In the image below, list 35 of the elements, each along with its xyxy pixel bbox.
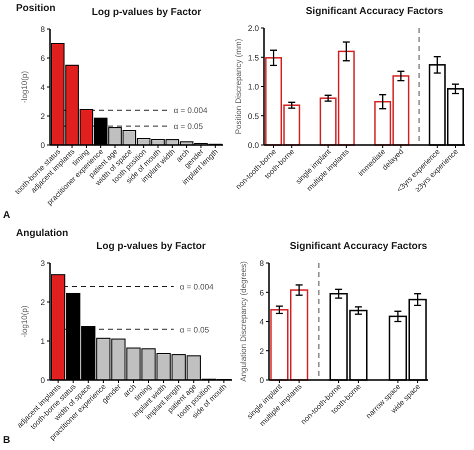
y-axis-title: -log10(p) [20,70,29,104]
annotation: α = 0.05 [174,122,204,132]
y-axis-title: Angulation Discrepancy (degrees) [239,260,248,382]
annotation: α = 0.004 [180,282,214,292]
annotation: α = 0.05 [180,325,210,334]
y-tick-label: 0.0 [248,141,260,150]
y-tick-label: 2.0 [248,24,260,33]
y-tick-label: 0 [260,376,265,385]
chart-title: Significant Accuracy Factors [306,6,444,17]
y-axis-title: -log10(p) [20,305,29,338]
chart-title: Log p-values by Factor [96,241,206,252]
y-tick-label: 0 [40,141,46,150]
y-tick-label: 8 [40,25,46,34]
y-tick-label: 4 [40,83,46,92]
y-tick-label: 1.5 [248,53,260,62]
y-tick-label: 0.5 [248,112,260,121]
annotation: α = 0.004 [174,106,208,116]
y-tick-label: 6 [260,288,265,298]
text: Position [16,3,56,14]
chart-title: Significant Accuracy Factors [290,241,428,252]
text: B [3,435,10,446]
y-axis-title: Position Discrepancy (mm) [234,38,243,134]
y-tick-label: 0 [40,376,46,385]
y-tick-label: 3 [40,259,46,268]
y-tick-label: 4 [260,318,265,326]
text: A [3,210,10,221]
y-tick-label: 8 [260,259,265,268]
y-tick-label: 2 [40,298,46,307]
y-tick-label: 6 [40,54,46,63]
y-tick-label: 2 [260,346,265,356]
y-tick-label: 1.0 [248,82,260,92]
y-tick-label: 2 [40,112,46,121]
y-tick-label: 1 [40,337,46,346]
chart-title: Log p-values by Factor [92,7,202,18]
text: Angulation [16,228,68,239]
